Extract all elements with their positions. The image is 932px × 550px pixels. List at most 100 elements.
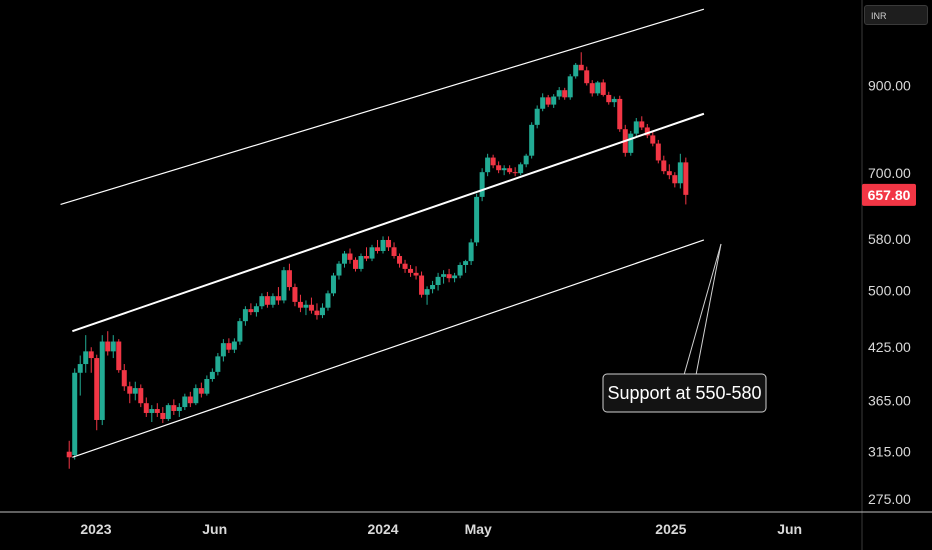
candle [77,355,83,396]
candle [540,93,546,112]
candle-body [121,370,127,387]
candle-body [105,341,111,352]
candle-body [567,76,573,98]
candle-body [408,268,414,273]
price-tick-label: 315.00 [868,444,911,460]
candle [452,272,458,283]
candle-body [501,168,507,171]
candle-body [507,168,513,173]
candle [259,293,265,310]
candle-body [297,301,303,308]
price-tick-label: 580.00 [868,231,911,247]
candle [209,368,215,382]
candle [677,153,683,189]
candle [419,271,425,298]
candle [149,405,155,423]
time-tick-label: Jun [777,521,802,537]
candle-body [551,96,557,105]
candle [187,391,193,408]
candle [105,331,111,356]
time-axis[interactable]: 2023 Jun 2024 May 2025 Jun [80,521,802,537]
candle-body [584,70,590,84]
candle [286,263,292,291]
currency-label: INR [871,11,887,21]
channel-line-middle[interactable] [72,112,705,333]
candle-body [341,253,347,264]
support-annotation[interactable]: Support at 550-580 [602,243,767,413]
candle [650,130,656,147]
candle-body [523,155,529,165]
candle-body [330,275,336,294]
candle [661,155,667,175]
candle [545,94,551,108]
candle [72,368,78,460]
currency-selector[interactable]: INR [864,5,928,25]
candle-body [617,98,623,130]
candle-body [628,133,634,153]
candle-body [226,343,232,350]
candle [138,384,144,408]
candle-body [154,409,160,413]
candle-body [402,263,408,269]
candle [584,66,590,86]
price-axis[interactable]: 900.00 700.00 580.00 500.00 425.00 365.00 315.… [868,78,911,508]
candle [402,259,408,273]
candle-body [562,90,568,98]
candle [644,123,650,139]
candle-body [292,287,298,302]
candle-body [518,164,524,174]
candle [468,238,474,265]
candle [413,266,419,280]
candle-body [661,160,667,172]
channel-line-lower[interactable] [72,239,705,458]
price-tick-label: 275.00 [868,491,911,507]
candle-body [364,256,370,259]
candle [237,318,243,345]
candle [281,266,287,304]
candle-body [380,239,386,252]
candle [562,87,568,100]
candle [490,154,496,169]
candle-body [209,371,215,380]
candle-body [512,172,518,174]
candle [567,74,573,100]
candle [226,338,232,354]
candle [319,303,325,319]
candle [248,303,254,316]
candle [127,381,133,404]
candle-body [644,127,650,136]
candle-body [182,396,188,408]
candle [132,381,138,401]
candle [160,407,166,424]
candle-body [171,405,177,411]
candle [523,153,529,168]
candle [242,306,248,326]
candle-body [595,82,601,94]
candle [352,257,358,272]
channel-line-upper[interactable] [60,8,705,206]
candle [501,165,507,176]
candle-body [94,358,100,420]
candle [275,287,281,305]
candle-body [336,263,342,276]
annotation-box [602,373,767,413]
candle-body [286,270,292,288]
candle [264,291,270,308]
candle-body [375,247,381,252]
time-tick-label: Jun [202,521,227,537]
candle [446,268,452,283]
candle [430,280,436,294]
candle-body [485,157,491,173]
candle-body [303,304,309,308]
price-tick-label: 900.00 [868,78,911,94]
candle-body [496,165,502,171]
candle-body [132,388,138,394]
candle [308,297,314,314]
candle-body [264,296,270,305]
candle [165,403,171,421]
candle-body [419,275,425,295]
candle [628,130,634,156]
channel-lines [60,8,705,458]
